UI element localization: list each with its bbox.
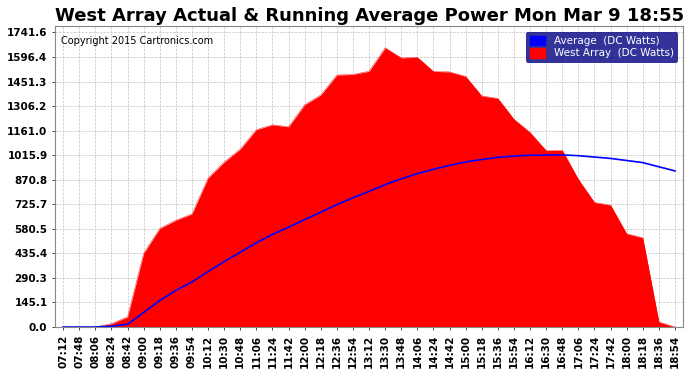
Title: West Array Actual & Running Average Power Mon Mar 9 18:55: West Array Actual & Running Average Powe… [55, 7, 684, 25]
Legend: Average  (DC Watts), West Array  (DC Watts): Average (DC Watts), West Array (DC Watts… [526, 32, 678, 63]
Text: Copyright 2015 Cartronics.com: Copyright 2015 Cartronics.com [61, 36, 213, 45]
